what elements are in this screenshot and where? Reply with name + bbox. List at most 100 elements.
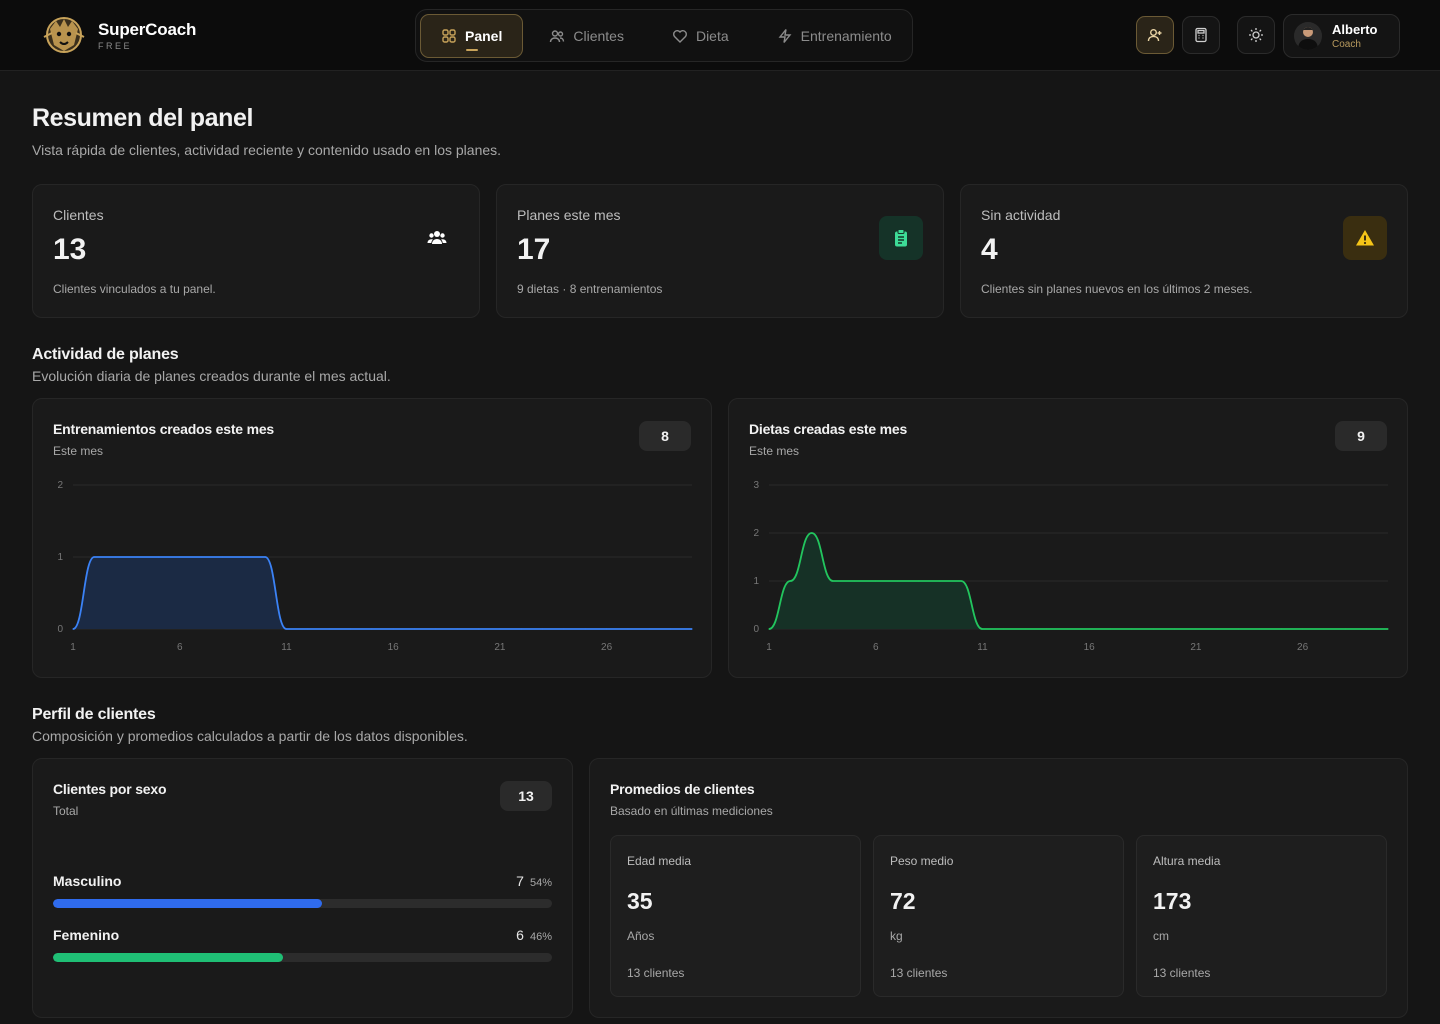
gender-bar-fill: [53, 953, 283, 962]
data-point: [157, 556, 159, 558]
warning-icon: [1356, 230, 1374, 246]
x-tick-label: 1: [70, 642, 76, 653]
activity-title: Actividad de planes: [32, 346, 179, 363]
chart-total-badge: 8: [639, 421, 691, 451]
data-point: [1387, 628, 1389, 630]
gender-pct: 54%: [529, 877, 552, 889]
theme-toggle-button[interactable]: [1237, 16, 1275, 54]
nav-dieta[interactable]: Dieta: [650, 14, 751, 58]
avg-unit: Años: [627, 929, 655, 943]
stat-label: Planes este mes: [517, 207, 621, 223]
chart-title: Dietas creadas este mes: [749, 421, 908, 437]
data-point: [541, 628, 544, 630]
data-point: [1366, 628, 1368, 630]
data-point: [264, 556, 266, 558]
add-client-button[interactable]: [1136, 16, 1174, 54]
chart-title: Entrenamientos creados este mes: [53, 421, 275, 437]
sun-icon: [1249, 28, 1263, 42]
gender-row-masculino: Masculino 7 54%: [53, 873, 552, 908]
x-tick-label: 1: [766, 642, 772, 653]
x-tick-label: 26: [601, 642, 613, 653]
nav-entrenamiento[interactable]: Entrenamiento: [755, 14, 914, 58]
user-role: Coach: [1332, 39, 1361, 50]
avg-card-edad: Edad media 35 Años 13 clientes: [610, 835, 861, 997]
avatar: [1294, 22, 1322, 50]
data-point: [1280, 628, 1282, 630]
data-point: [1195, 628, 1197, 630]
calculator-button[interactable]: [1182, 16, 1220, 54]
x-tick-label: 21: [494, 642, 506, 653]
avg-value: 35: [627, 888, 653, 914]
avg-value: 173: [1153, 888, 1192, 914]
data-point: [115, 556, 117, 558]
data-point: [307, 628, 309, 630]
page-subtitle: Vista rápida de clientes, actividad reci…: [32, 142, 502, 158]
data-point: [1323, 628, 1325, 630]
gender-card: Clientes por sexo Total 13 Masculino 7 54…: [32, 758, 573, 1018]
x-tick-label: 6: [177, 642, 183, 653]
data-point: [328, 628, 330, 630]
gender-bar-track: [53, 953, 552, 962]
data-point: [1152, 628, 1154, 630]
data-point: [917, 580, 920, 582]
data-point: [477, 628, 480, 630]
avg-count: 13 clientes: [627, 966, 685, 980]
activity-subtitle: Evolución diaria de planes creados duran…: [32, 368, 391, 384]
gender-count-value: 6: [516, 927, 524, 943]
data-point: [896, 580, 898, 582]
avg-count: 13 clientes: [890, 966, 948, 980]
gender-count-value: 7: [516, 873, 524, 889]
user-name: Alberto: [1332, 22, 1378, 37]
avg-card-altura: Altura media 173 cm 13 clientes: [1136, 835, 1387, 997]
brand-name: SuperCoach: [98, 19, 197, 39]
avg-card-peso: Peso medio 72 kg 13 clientes: [873, 835, 1124, 997]
data-point: [670, 628, 672, 630]
data-point: [1173, 628, 1176, 630]
data-point: [1003, 628, 1005, 630]
avg-count: 13 clientes: [1153, 966, 1211, 980]
y-tick-label: 1: [753, 576, 759, 587]
x-tick-label: 6: [873, 642, 879, 653]
nav-clientes-label: Clientes: [573, 27, 624, 44]
user-menu[interactable]: Alberto Coach: [1283, 14, 1400, 58]
gender-label: Masculino: [53, 873, 122, 889]
top-bar: SuperCoach FREE Panel Clientes Dieta Ent…: [0, 0, 1440, 71]
chart-subtitle: Este mes: [749, 444, 800, 458]
stat-icon-wrap: [415, 216, 459, 260]
data-point: [832, 580, 834, 582]
averages-card: Promedios de clientes Basado en últimas …: [589, 758, 1408, 1018]
heart-icon: [672, 29, 687, 43]
users-icon: [550, 29, 565, 42]
y-tick-label: 0: [753, 624, 759, 635]
profile-title: Perfil de clientes: [32, 706, 156, 723]
stat-icon-wrap: [879, 216, 923, 260]
avg-unit: kg: [890, 929, 903, 943]
data-point: [981, 628, 984, 630]
stat-card-clientes: Clientes 13 Clientes vinculados a tu pan…: [32, 184, 480, 318]
series-area: [73, 557, 692, 629]
nav-clientes[interactable]: Clientes: [527, 14, 646, 58]
gender-pct: 46%: [529, 931, 552, 943]
y-tick-label: 3: [753, 480, 759, 491]
stat-card-sin-actividad: Sin actividad 4 Clientes sin planes nuev…: [960, 184, 1408, 318]
nav-entrenamiento-label: Entrenamiento: [800, 27, 892, 44]
data-point: [939, 580, 941, 582]
nav-panel[interactable]: Panel: [420, 13, 524, 58]
gender-count: 7 54%: [516, 873, 552, 889]
stat-desc: Clientes sin planes nuevos en los último…: [981, 282, 1253, 296]
chart-subtitle: Este mes: [53, 444, 104, 458]
brand[interactable]: SuperCoach FREE: [40, 15, 196, 55]
y-tick-label: 2: [57, 480, 63, 491]
data-point: [1237, 628, 1240, 630]
data-point: [1259, 628, 1261, 630]
data-point: [93, 556, 95, 558]
stat-desc: Clientes vinculados a tu panel.: [53, 282, 216, 296]
stat-label: Clientes: [53, 207, 104, 223]
x-tick-label: 11: [281, 642, 292, 653]
nav-dieta-label: Dieta: [695, 27, 729, 44]
stat-card-planes: Planes este mes 17 9 dietas · 8 entrenam…: [496, 184, 944, 318]
data-point: [392, 628, 394, 630]
